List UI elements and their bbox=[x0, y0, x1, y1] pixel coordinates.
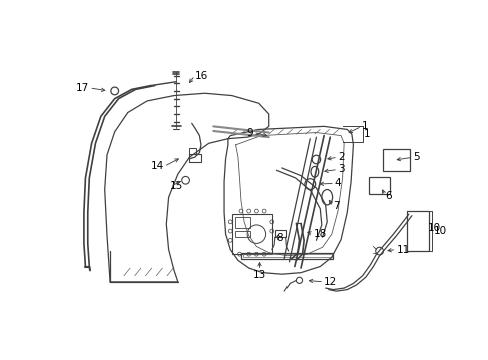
Text: 3: 3 bbox=[337, 165, 344, 175]
Bar bbox=[231, 214, 271, 254]
Bar bbox=[241, 253, 333, 259]
Text: 16: 16 bbox=[194, 71, 207, 81]
Text: 14: 14 bbox=[150, 161, 163, 171]
Bar bbox=[368, 177, 389, 194]
Text: 12: 12 bbox=[324, 277, 337, 287]
Bar bbox=[188, 148, 196, 154]
Text: 7: 7 bbox=[333, 202, 339, 211]
Text: 10: 10 bbox=[432, 226, 446, 236]
Text: 17: 17 bbox=[76, 83, 89, 93]
Text: 10: 10 bbox=[427, 223, 440, 233]
Text: 15: 15 bbox=[170, 181, 183, 192]
Text: 8: 8 bbox=[276, 233, 283, 243]
Text: 2: 2 bbox=[337, 152, 344, 162]
Bar bbox=[382, 149, 409, 171]
Text: 6: 6 bbox=[384, 191, 391, 201]
Bar bbox=[234, 217, 250, 228]
Bar bbox=[274, 230, 285, 237]
Text: 5: 5 bbox=[413, 152, 419, 162]
Text: 1: 1 bbox=[364, 129, 370, 139]
Bar bbox=[242, 254, 331, 257]
Text: 4: 4 bbox=[334, 178, 341, 188]
Bar bbox=[234, 231, 250, 237]
Text: 1: 1 bbox=[361, 121, 368, 131]
Text: 13: 13 bbox=[252, 270, 265, 280]
Text: 18: 18 bbox=[313, 229, 326, 239]
Bar bbox=[407, 211, 428, 251]
Bar bbox=[188, 154, 201, 162]
Text: 9: 9 bbox=[246, 127, 253, 138]
Text: 11: 11 bbox=[396, 244, 409, 255]
